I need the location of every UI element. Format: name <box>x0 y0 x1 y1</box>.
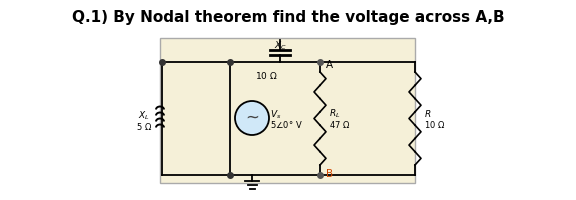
Circle shape <box>235 101 269 135</box>
Text: $R$: $R$ <box>424 108 431 119</box>
Text: $47\ \Omega$: $47\ \Omega$ <box>329 119 350 130</box>
Text: $V_s$: $V_s$ <box>270 109 281 121</box>
Text: ~: ~ <box>245 109 259 127</box>
Text: A: A <box>326 60 333 70</box>
Text: $R_L$: $R_L$ <box>329 107 340 120</box>
FancyBboxPatch shape <box>160 38 415 183</box>
Text: $5\angle 0°\ \mathrm{V}$: $5\angle 0°\ \mathrm{V}$ <box>270 119 303 130</box>
Text: Q.1) By Nodal theorem find the voltage across A,B: Q.1) By Nodal theorem find the voltage a… <box>71 10 505 25</box>
Text: $10\ \Omega$: $10\ \Omega$ <box>255 70 278 81</box>
Text: $X_L$: $X_L$ <box>138 109 150 122</box>
Text: $10\ \Omega$: $10\ \Omega$ <box>424 119 445 130</box>
Text: $5\ \Omega$: $5\ \Omega$ <box>136 121 152 132</box>
Text: $X_C$: $X_C$ <box>274 39 286 51</box>
Text: B: B <box>326 169 333 179</box>
